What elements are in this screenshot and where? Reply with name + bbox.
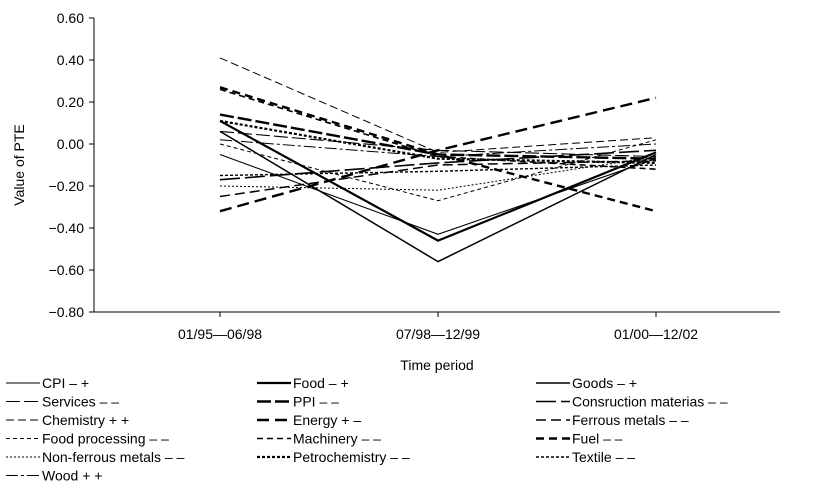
y-tick-label: −0.40 (49, 220, 85, 236)
y-tick-label: 0.40 (57, 52, 84, 68)
legend-item: CPI – + (6, 375, 89, 391)
series-line (219, 57, 657, 153)
series-line (219, 96, 657, 213)
legend-label: Non-ferrous metals – – (42, 449, 185, 465)
legend-label: Petrochemistry – – (293, 449, 410, 465)
legend-label: Wood + + (42, 468, 102, 484)
legend-item: Machinery – – (257, 431, 381, 447)
series-line (219, 88, 657, 170)
x-tick-label: 07/98—12/99 (396, 326, 480, 342)
legend-label: Energy + – (293, 412, 361, 428)
legend-item: Chemistry + + (6, 412, 129, 428)
legend-label: PPI – – (293, 394, 339, 410)
legend-item: Food processing – – (6, 431, 169, 447)
legend-item: Food – + (257, 375, 349, 391)
legend-label: Textile – – (572, 449, 635, 465)
legend-label: Consruction materias – – (572, 394, 728, 410)
x-tick-label: 01/00—12/02 (614, 326, 698, 342)
legend-item: Textile – – (536, 449, 635, 465)
y-tick-label: −0.60 (49, 262, 85, 278)
legend-item: Wood + + (6, 468, 102, 484)
x-axis-label: Time period (400, 357, 473, 373)
series-line (219, 119, 657, 242)
series-line (219, 139, 657, 202)
legend-item: Ferrous metals – – (536, 412, 689, 428)
legend-label: Ferrous metals – – (572, 412, 689, 428)
series-line (219, 130, 657, 158)
y-tick-label: 0.60 (57, 10, 84, 26)
legend-label: Chemistry + + (42, 412, 129, 428)
series-line (219, 139, 657, 158)
y-tick-label: −0.80 (49, 304, 85, 320)
series-line (219, 149, 657, 181)
y-tick-label: 0.00 (57, 136, 84, 152)
series-line (219, 156, 657, 191)
x-tick-label: 01/95—06/98 (178, 326, 262, 342)
legend-item: Non-ferrous metals – – (6, 449, 185, 465)
legend-label: Food – + (293, 375, 349, 391)
legend-item: Consruction materias – – (536, 394, 728, 410)
legend-label: Food processing – – (42, 431, 169, 447)
y-axis-label: Value of PTE (11, 124, 27, 205)
plot-area: 0.60 0.40 0.20 0.00 −0.20 −0.40 −0.60 −0.80 01/… (49, 10, 780, 342)
legend-item: Fuel – – (536, 431, 623, 447)
legend-label: Machinery – – (293, 431, 381, 447)
legend-label: Goods – + (572, 375, 637, 391)
legend-label: CPI – + (42, 375, 89, 391)
y-tick-label: −0.20 (49, 178, 85, 194)
legend-item: PPI – – (257, 394, 339, 410)
legend-item: Goods – + (536, 375, 637, 391)
series-line (219, 86, 657, 213)
series-lines (219, 57, 657, 263)
series-line (219, 119, 657, 164)
legend-label: Fuel – – (572, 431, 623, 447)
series-line (219, 153, 657, 235)
y-ticks: 0.60 0.40 0.20 0.00 −0.20 −0.40 −0.60 −0.80 (49, 10, 94, 320)
legend-item: Services – – (6, 394, 119, 410)
x-ticks: 01/95—06/98 07/98—12/99 01/00—12/02 (178, 312, 698, 342)
legend: CPI – + Food – + Goods – + Services – – PPI … (6, 375, 728, 484)
legend-item: Energy + – (257, 412, 361, 428)
y-tick-label: 0.20 (57, 94, 84, 110)
legend-label: Services – – (42, 394, 119, 410)
series-line (219, 164, 657, 177)
legend-item: Petrochemistry – – (257, 449, 410, 465)
